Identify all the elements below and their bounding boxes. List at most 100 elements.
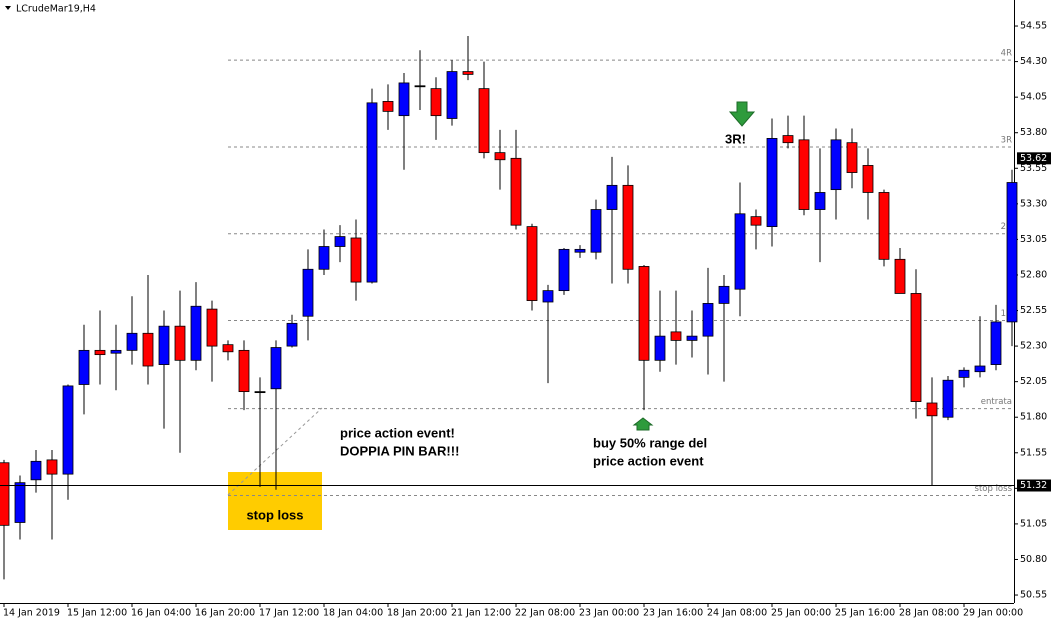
candle-body	[702, 303, 714, 337]
candle-body	[142, 332, 154, 367]
candle-body	[622, 184, 634, 270]
candle-body	[206, 308, 218, 347]
x-tick-label: 14 Jan 2019	[3, 608, 60, 619]
candle-body	[414, 85, 426, 88]
candle-body	[478, 88, 490, 154]
candle-body	[878, 192, 890, 260]
candle-body	[574, 248, 586, 253]
candle-body	[1006, 182, 1018, 323]
candle-body	[830, 139, 842, 191]
candle-body	[798, 139, 810, 210]
y-tick-label: 52.55	[1020, 305, 1047, 316]
candle-body	[446, 71, 458, 119]
level-label: 1R	[1001, 309, 1012, 319]
y-tick-label: 51.05	[1020, 518, 1047, 529]
y-tick-label: 51.80	[1020, 412, 1047, 423]
candle-body	[0, 462, 10, 526]
x-tick-label: 24 Jan 08:00	[707, 608, 767, 619]
candle-body	[750, 216, 762, 226]
stop-loss-box	[228, 472, 322, 530]
candle-body	[94, 349, 106, 356]
x-tick-label: 29 Jan 00:00	[963, 608, 1023, 619]
candle-body	[734, 213, 746, 290]
y-tick-label: 54.05	[1020, 92, 1047, 103]
candle-body	[462, 71, 474, 75]
event-note: price action event!	[340, 425, 455, 440]
target-arrow	[728, 101, 756, 127]
x-tick-label: 25 Jan 16:00	[835, 608, 895, 619]
y-tick-label: 52.05	[1020, 376, 1047, 387]
candle-body	[14, 482, 26, 523]
candle-body	[126, 332, 138, 351]
y-tick-label: 53.05	[1020, 234, 1047, 245]
target-note: 3R!	[725, 131, 746, 146]
candle-body	[318, 246, 330, 270]
last-price-label: 53.62	[1020, 153, 1047, 164]
buy-note: buy 50% range del	[593, 435, 707, 450]
x-tick-label: 28 Jan 08:00	[899, 608, 959, 619]
candle-body	[190, 305, 202, 361]
y-tick-label: 50.55	[1020, 590, 1047, 601]
stop-price-label: 51.32	[1020, 480, 1047, 491]
buy-note: price action event	[593, 453, 704, 468]
menu-triangle	[5, 6, 11, 10]
candle-body	[174, 325, 186, 361]
candle-body	[670, 331, 682, 341]
x-tick-label: 22 Jan 08:00	[515, 608, 575, 619]
x-tick-label: 25 Jan 00:00	[771, 608, 831, 619]
x-tick-label: 23 Jan 00:00	[579, 608, 639, 619]
candle-body	[974, 365, 986, 373]
candle-body	[238, 349, 250, 393]
candle-body	[846, 142, 858, 173]
candle-body	[910, 293, 922, 402]
x-tick-label: 16 Jan 04:00	[131, 608, 191, 619]
candle-body	[286, 322, 298, 347]
candle-body	[494, 152, 506, 161]
candle-body	[430, 88, 442, 117]
candle-body	[270, 347, 282, 390]
candle-body	[350, 237, 362, 283]
y-tick-label: 54.30	[1020, 56, 1047, 67]
candle-body	[30, 460, 42, 481]
candle-body	[334, 236, 346, 247]
candle-body	[590, 209, 602, 253]
candle-body	[62, 385, 74, 475]
x-tick-label: 18 Jan 20:00	[387, 608, 447, 619]
candle-body	[46, 459, 58, 475]
y-tick-label: 52.80	[1020, 269, 1047, 280]
level-label: 4R	[1001, 49, 1012, 59]
candle-body	[558, 248, 570, 292]
level-label: entrata	[981, 397, 1012, 407]
candle-body	[814, 192, 826, 210]
x-tick-label: 17 Jan 12:00	[259, 608, 319, 619]
level-label: stop loss	[975, 484, 1013, 494]
candle-body	[654, 335, 666, 361]
candle-body	[510, 157, 522, 226]
event-note: DOPPIA PIN BAR!!!	[340, 443, 459, 458]
chart-title: LCrudeMar19,H4	[16, 4, 96, 15]
candle-body	[942, 379, 954, 418]
y-tick-label: 50.80	[1020, 554, 1047, 565]
stop-loss-note: stop loss	[246, 507, 303, 522]
y-tick-label: 53.30	[1020, 198, 1047, 209]
candle-body	[894, 258, 906, 294]
x-tick-label: 15 Jan 12:00	[67, 608, 127, 619]
last-price-box	[1017, 152, 1051, 165]
candle-body	[862, 165, 874, 193]
candle-body	[366, 102, 378, 283]
candle-body	[398, 82, 410, 117]
candle-body	[382, 101, 394, 112]
candle-body	[606, 184, 618, 210]
candle-body	[766, 138, 778, 228]
y-tick-label: 53.55	[1020, 163, 1047, 174]
y-tick-label: 53.80	[1020, 127, 1047, 138]
candle-body	[958, 369, 970, 378]
candle-body	[686, 335, 698, 341]
y-tick-label: 52.30	[1020, 341, 1047, 352]
candle-body	[638, 266, 650, 361]
x-tick-label: 16 Jan 20:00	[195, 608, 255, 619]
y-tick-label: 54.55	[1020, 21, 1047, 32]
candle-body	[926, 402, 938, 417]
